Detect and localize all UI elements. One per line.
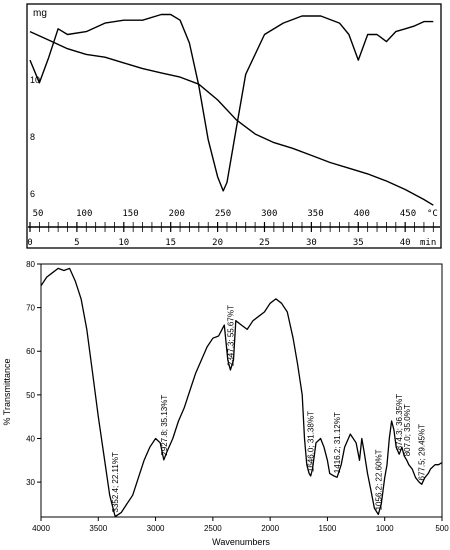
ftir-peak-annotation: 677.5; 29.45%T [418,424,427,481]
ftir-x-tick-label: 500 [435,524,449,533]
ftir-y-tick-label: 40 [26,434,35,443]
ftir-peak-annotation: 874.3; 36.35%T [395,394,404,451]
ftir-x-tick-label: 1500 [319,524,337,533]
ftir-y-tick-label: 30 [26,478,35,487]
thermal-temperature-tick-label: 200 [169,209,185,219]
ftir-x-tick-label: 2500 [204,524,222,533]
thermal-time-tick-label: 0 [27,238,32,248]
thermal-y-tick-label: 6 [30,189,35,199]
ftir-peak-annotation: 3352.4; 22.11%T [111,452,120,512]
thermal-time-unit: min [420,238,436,248]
thermal-time-tick-label: 20 [212,238,223,248]
ftir-x-tick-label: 3500 [89,524,107,533]
thermal-time-tick-label: 25 [259,238,270,248]
ftir-x-tick-label: 2000 [261,524,279,533]
ftir-spectrum-line [40,267,443,518]
ftir-x-tick-label: 4000 [32,524,50,533]
ftir-peak-annotation: 807.0; 35.0%T [403,404,412,456]
thermal-time-tick-label: 35 [353,238,364,248]
thermal-temperature-unit: °C [427,209,438,219]
thermal-temperature-tick-label: 300 [261,209,277,219]
ftir-chart: 4000 3500 3000 2500 2000 1500 1000 500 30 40 50 60 7… [2,260,449,547]
ftir-y-axis-label: % Transmittance [2,358,12,425]
thermal-temperature-tick-label: 100 [76,209,92,219]
thermal-y-tick-label: 8 [30,132,35,142]
ftir-x-tick-label: 1000 [376,524,394,533]
thermal-temperature-tick-label: 250 [215,209,231,219]
thermal-time-tick-label: 30 [306,238,317,248]
thermal-time-tick-label: 15 [165,238,176,248]
thermal-temperature-tick-label: 50 [33,209,44,219]
thermal-chart: mg 10 8 6 50 100 150 200 250 300 350 400 450 0 5 10 1… [26,3,442,249]
ftir-y-tick-label: 50 [26,391,35,400]
ftir-peak-annotation: 1416.2; 31.12%T [333,412,342,473]
thermal-plot-frame [26,3,442,249]
ftir-peak-annotation: 2927.8; 35.13%T [160,395,169,456]
thermal-temperature-tick-label: 350 [307,209,323,219]
ftir-y-tick-label: 70 [26,304,35,313]
ftir-peak-annotation: 1646.0; 31.38%T [307,411,316,472]
ftir-y-tick-label: 80 [26,260,35,269]
ftir-peak-annotation: 2347.3; 55.67%T [226,305,235,366]
thermal-temperature-tick-label: 150 [122,209,138,219]
thermal-series-line-1 [29,30,434,206]
thermal-series-line-2 [29,13,434,192]
ftir-x-axis-label: Wavenumbers [212,537,270,547]
ftir-y-tick-label: 60 [26,347,35,356]
thermal-time-tick-label: 40 [400,238,411,248]
thermal-y-tick-label: 10 [30,75,40,85]
thermal-y-axis-label: mg [33,8,47,19]
ftir-peak-annotation: 1056.2; 22.60%T [374,449,383,510]
thermal-temperature-tick-label: 400 [354,209,370,219]
thermal-time-tick-label: 10 [118,238,129,248]
thermal-time-tick-label: 5 [74,238,79,248]
thermal-temperature-tick-label: 450 [400,209,416,219]
ftir-x-tick-label: 3000 [147,524,165,533]
ftir-plot-frame [40,263,443,518]
